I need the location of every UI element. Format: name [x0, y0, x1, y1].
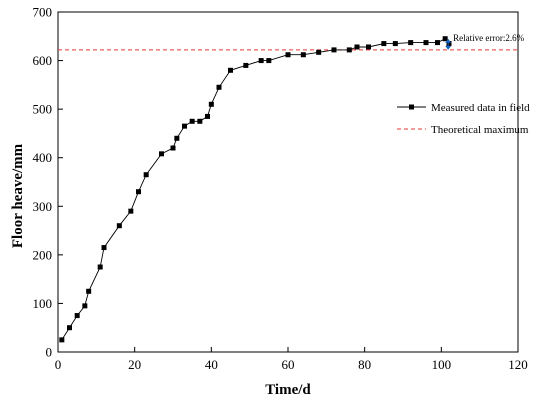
data-point: [285, 52, 291, 58]
error-arrow-head-top: [445, 38, 452, 43]
x-tick-label: 40: [205, 357, 218, 372]
data-point: [266, 58, 272, 64]
data-point: [128, 208, 134, 214]
data-point: [143, 172, 149, 178]
data-point: [446, 41, 452, 47]
data-point: [170, 145, 176, 151]
data-point: [423, 40, 429, 46]
legend-measured-label: Measured data in field: [431, 102, 530, 114]
data-point: [366, 44, 371, 50]
relative-error-label: Relative error:2.6%: [453, 33, 524, 43]
y-tick-label: 400: [33, 150, 53, 165]
data-point: [197, 118, 203, 124]
data-point: [59, 337, 65, 343]
y-tick-label: 300: [33, 199, 53, 214]
data-point: [354, 44, 360, 50]
x-tick-label: 0: [55, 357, 62, 372]
data-point: [346, 47, 352, 53]
y-tick-label: 700: [33, 5, 53, 20]
y-axis-title-group: Floor heave/mm: [10, 143, 26, 248]
data-point: [189, 118, 195, 124]
data-point: [435, 40, 440, 46]
y-tick-label: 0: [46, 345, 53, 360]
y-tick-label: 500: [33, 102, 53, 117]
y-tick-label: 200: [33, 247, 53, 262]
x-tick-label: 80: [358, 357, 371, 372]
plot-area: 0 20 40 60 80 100 120 0 100 200 300 400 500 600 700 Rel…: [33, 5, 531, 373]
data-point: [67, 325, 72, 331]
data-point: [74, 313, 80, 319]
x-tick-label: 120: [508, 357, 528, 372]
data-point: [381, 41, 387, 47]
data-point: [300, 52, 306, 58]
x-tick-label: 100: [432, 357, 452, 372]
data-point: [82, 303, 88, 309]
legend-theoretical-label: Theoretical maximum: [431, 124, 529, 136]
error-arrow-head-bottom: [445, 45, 452, 50]
data-point: [331, 47, 337, 53]
data-point: [86, 288, 92, 294]
y-axis-title: Floor heave/mm: [10, 143, 26, 248]
data-point: [159, 151, 164, 157]
x-axis-title: Time/d: [265, 382, 311, 398]
data-point: [216, 84, 222, 90]
data-point: [174, 135, 180, 141]
data-point: [182, 123, 187, 129]
data-point: [97, 264, 103, 270]
data-point: [208, 101, 214, 107]
data-point: [392, 41, 398, 47]
legend-measured-swatch-marker: [409, 104, 414, 110]
data-point: [258, 58, 264, 64]
x-tick-label: 20: [128, 357, 141, 372]
data-point: [116, 223, 122, 229]
y-tick-label: 600: [33, 53, 53, 68]
data-point: [101, 245, 107, 251]
data-point: [442, 36, 448, 42]
data-point: [228, 67, 233, 73]
y-tick-label: 100: [33, 296, 53, 311]
measured-data-line: [61, 38, 450, 341]
data-point: [408, 40, 414, 46]
data-point: [243, 62, 249, 68]
x-tick-label: 60: [282, 357, 295, 372]
data-point: [316, 49, 322, 55]
data-point: [136, 189, 141, 195]
plot-frame: [57, 11, 519, 353]
data-point: [205, 113, 210, 119]
